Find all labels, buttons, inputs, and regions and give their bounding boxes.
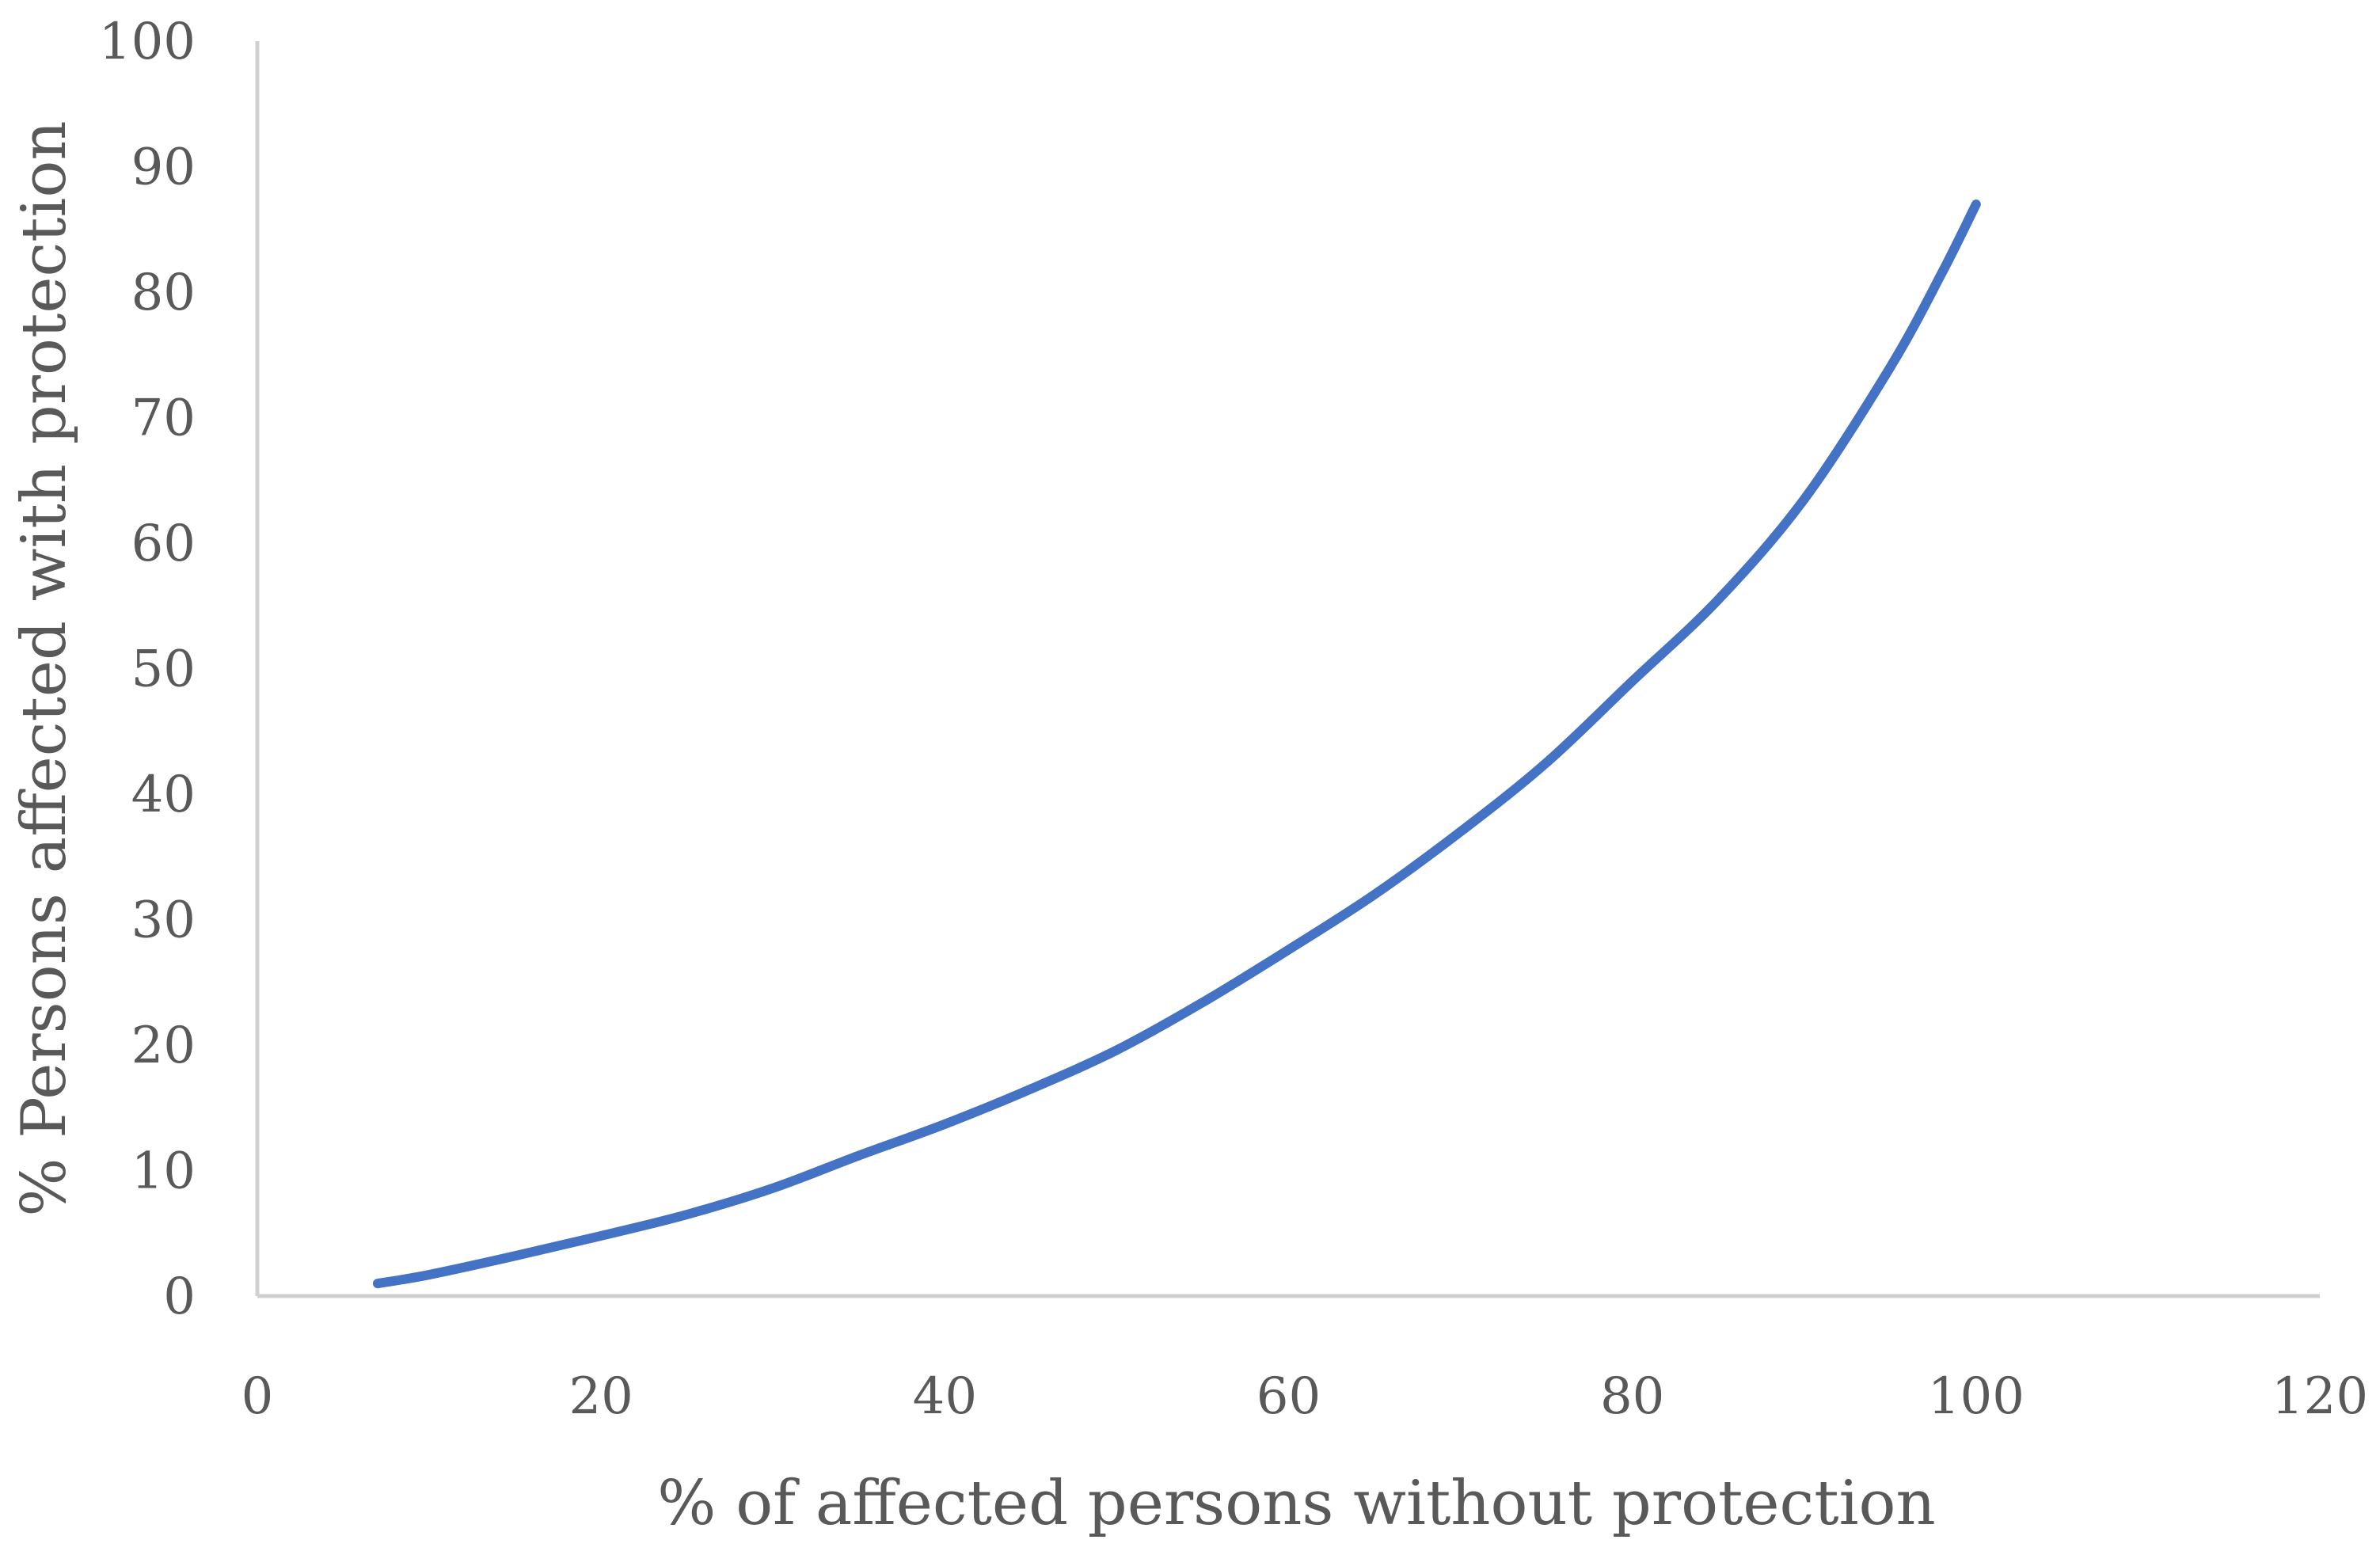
x-tick-label: 80: [1600, 1367, 1664, 1426]
y-tick-label: 40: [131, 766, 196, 824]
y-tick-label: 60: [131, 515, 196, 573]
x-tick-label: 0: [241, 1367, 274, 1426]
x-tick-label: 120: [2272, 1367, 2368, 1426]
y-tick-label: 20: [131, 1017, 196, 1075]
y-tick-label: 0: [163, 1268, 196, 1326]
series-group: [372, 200, 1981, 1289]
y-tick-label: 100: [99, 13, 196, 71]
y-tick-label: 10: [131, 1142, 196, 1201]
y-axis-tick-labels: 0 10 20 30 40 50 60 70 80 90 100: [99, 13, 196, 1326]
y-axis-title: % Persons affected with protection: [9, 120, 80, 1216]
x-axis-title: % of affected persons without protection: [657, 1468, 1935, 1539]
y-tick-label: 90: [131, 139, 196, 197]
x-tick-label: 60: [1257, 1367, 1321, 1426]
y-tick-label: 30: [131, 891, 196, 950]
y-tick-label: 80: [131, 264, 196, 322]
y-tick-label: 50: [131, 641, 196, 699]
x-axis-tick-labels: 0 20 40 60 80 100 120: [241, 1367, 2368, 1426]
x-tick-label: 40: [913, 1367, 977, 1426]
y-tick-label: 70: [131, 390, 196, 448]
series-line-1: [372, 200, 1981, 1289]
x-tick-label: 20: [568, 1367, 633, 1426]
x-tick-label: 100: [1928, 1367, 2025, 1426]
